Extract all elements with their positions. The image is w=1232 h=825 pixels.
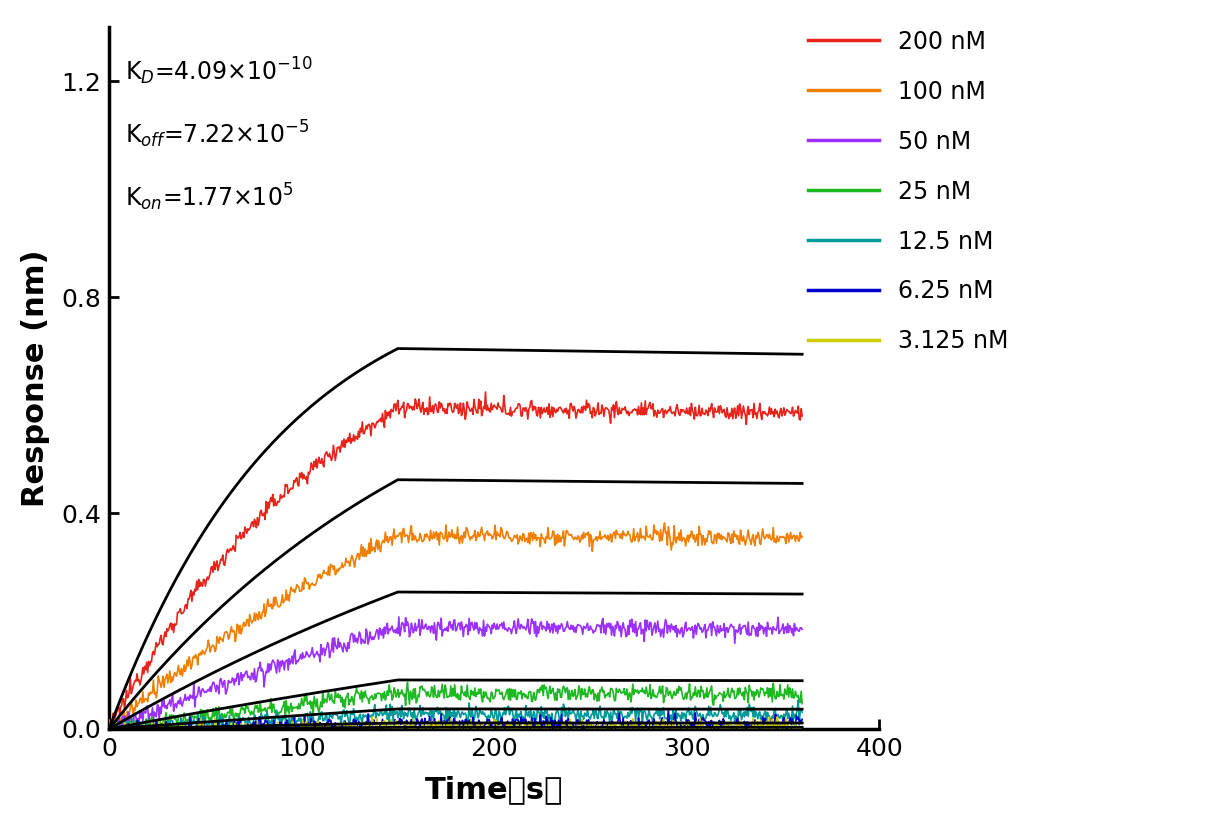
Text: K$_{off}$=7.22×10$^{-5}$: K$_{off}$=7.22×10$^{-5}$ (124, 119, 309, 150)
Text: K$_D$=4.09×10$^{-10}$: K$_D$=4.09×10$^{-10}$ (124, 55, 312, 87)
X-axis label: Time（s）: Time（s） (425, 776, 563, 804)
Legend: 200 nM, 100 nM, 50 nM, 25 nM, 12.5 nM, 6.25 nM, 3.125 nM: 200 nM, 100 nM, 50 nM, 25 nM, 12.5 nM, 6… (798, 20, 1018, 363)
Y-axis label: Response (nm): Response (nm) (21, 249, 49, 507)
Text: K$_{on}$=1.77×10$^5$: K$_{on}$=1.77×10$^5$ (124, 182, 293, 213)
